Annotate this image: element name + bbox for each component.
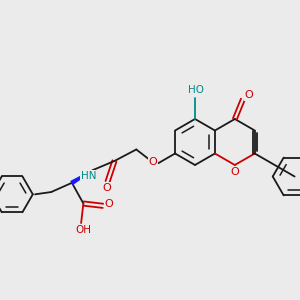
Text: HO: HO: [188, 85, 204, 95]
Text: O: O: [102, 183, 111, 193]
Text: O: O: [105, 199, 113, 209]
Text: O: O: [244, 90, 253, 100]
Polygon shape: [71, 170, 93, 184]
Text: OH: OH: [75, 225, 91, 235]
Text: O: O: [230, 167, 239, 177]
Text: HN: HN: [81, 171, 96, 181]
Text: O: O: [149, 157, 158, 167]
